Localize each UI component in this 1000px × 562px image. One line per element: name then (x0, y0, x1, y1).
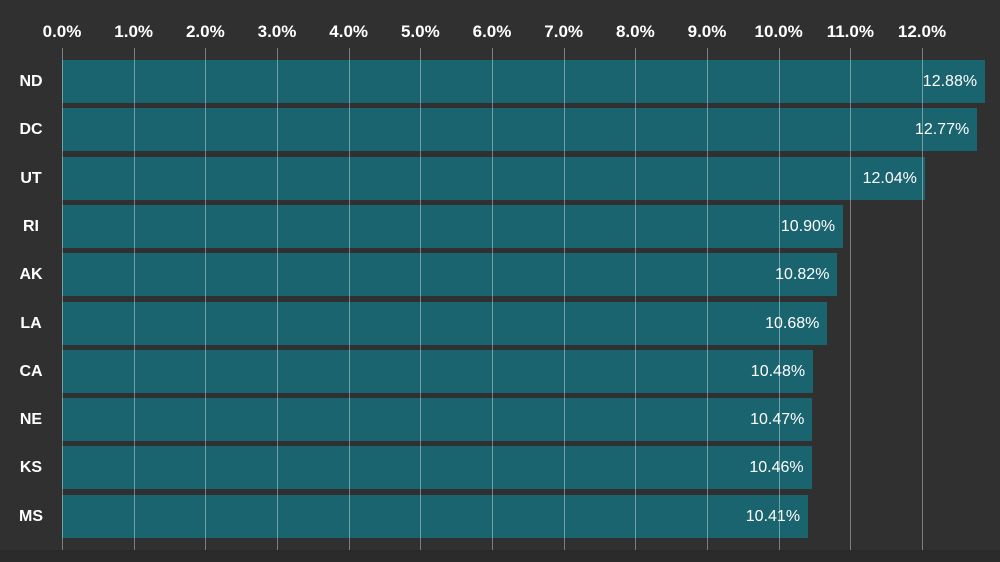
x-axis-tick-label: 0.0% (42, 22, 82, 41)
bar-value-label: 12.88% (922, 73, 978, 90)
bar-row: ND 12.88% (0, 60, 1000, 103)
bar-value-label: 10.90% (780, 217, 836, 235)
bar[interactable] (62, 301, 828, 345)
bar[interactable] (62, 156, 925, 200)
bar-value-label: 10.47% (750, 411, 805, 429)
gridline (850, 48, 852, 550)
x-axis-tick-label: 5.0% (400, 22, 440, 41)
bar-row: KS 10.46% (0, 446, 1000, 490)
gridline (563, 48, 565, 550)
category-label: CA (19, 362, 43, 380)
bar[interactable] (62, 60, 986, 103)
bar-row: NE 10.47% (0, 398, 1000, 442)
bar-row: RI 10.90% (0, 204, 1000, 248)
category-label: KS (19, 459, 43, 477)
gridline (348, 48, 350, 550)
x-axis-tick-label: 1.0% (114, 22, 154, 41)
gridline (133, 48, 135, 550)
gridline (62, 48, 63, 550)
bar[interactable] (62, 204, 844, 248)
category-label: MS (19, 507, 43, 525)
bar[interactable] (62, 446, 812, 490)
bar[interactable] (62, 253, 838, 297)
bar-value-label: 12.04% (862, 169, 917, 187)
bar[interactable] (62, 349, 814, 393)
gridline (778, 48, 780, 550)
x-axis-tick-label: 7.0% (544, 22, 584, 41)
x-axis-tick-label: 8.0% (615, 22, 655, 41)
gridline (420, 48, 422, 550)
bar-value-label: 12.77% (914, 121, 970, 139)
x-axis-tick-label: 6.0% (472, 22, 512, 41)
category-label: UT (20, 169, 42, 187)
x-axis-tick-label: 2.0% (185, 22, 225, 41)
bar-row: LA 10.68% (0, 301, 1000, 345)
category-label: NE (19, 411, 43, 429)
bottom-edge (0, 550, 1000, 562)
category-label: DC (19, 121, 43, 139)
category-label: AK (19, 266, 43, 284)
x-axis-tick-label: 9.0% (687, 22, 727, 41)
bar-value-label: 10.68% (765, 314, 820, 332)
category-label: RI (23, 217, 39, 235)
gridline (922, 48, 923, 550)
gridline (635, 48, 637, 550)
x-axis-tick-label: 4.0% (329, 22, 369, 41)
bar-value-label: 10.41% (745, 507, 801, 525)
x-axis-tick-label: 10.0% (754, 22, 803, 41)
x-axis-tick-label: 11.0% (826, 22, 874, 41)
gridline (205, 48, 207, 550)
category-label: LA (20, 314, 42, 332)
x-axis-tick-label: 12.0% (897, 22, 947, 41)
bar-row: MS 10.41% (0, 494, 1000, 538)
x-axis-tick-label: 3.0% (257, 22, 297, 41)
gridline (277, 48, 278, 550)
bar[interactable] (62, 494, 809, 538)
bar-value-label: 10.82% (775, 266, 830, 284)
bar-value-label: 10.46% (749, 459, 804, 477)
bar-row: AK 10.82% (0, 253, 1000, 297)
gridline (707, 48, 708, 550)
gridline (492, 48, 493, 550)
bar-row: DC 12.77% (0, 108, 1000, 152)
bar[interactable] (62, 108, 978, 152)
bar-row: UT 12.04% (0, 156, 1000, 200)
bar[interactable] (62, 398, 813, 442)
category-label: ND (19, 73, 43, 90)
bar-value-label: 10.48% (750, 362, 806, 380)
bar-row: CA 10.48% (0, 349, 1000, 393)
